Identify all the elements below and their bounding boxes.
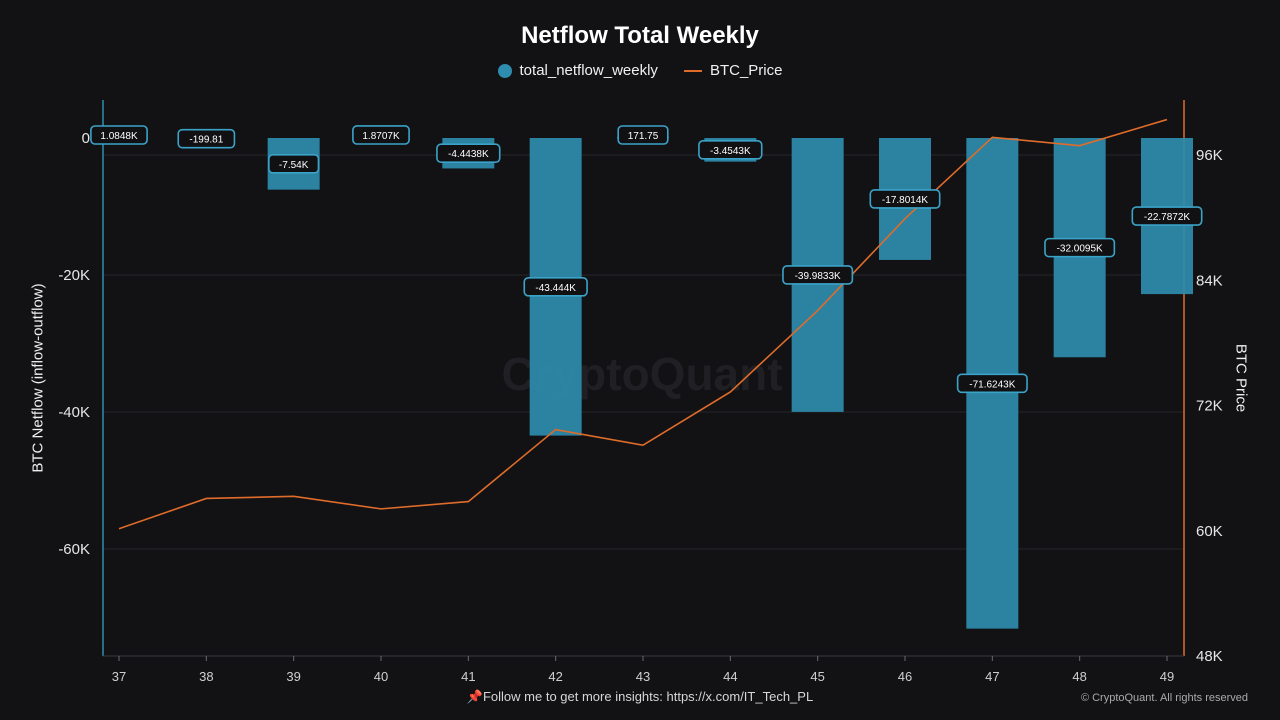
x-tick-label: 43 bbox=[636, 669, 650, 684]
data-label-box bbox=[782, 265, 854, 285]
x-tick-label: 37 bbox=[112, 669, 126, 684]
y-tick-right-label: 84K bbox=[1196, 272, 1223, 289]
data-label-box bbox=[352, 125, 410, 145]
data-label: -7.54K bbox=[279, 160, 309, 171]
x-tick-label: 44 bbox=[723, 669, 737, 684]
chart-legend: total_netflow_weekly BTC_Price bbox=[0, 62, 1280, 79]
y-tick-left-label: 0 bbox=[82, 130, 90, 147]
data-label-box bbox=[177, 128, 236, 149]
data-label-box bbox=[869, 189, 941, 209]
data-label: 171.75 bbox=[628, 131, 659, 142]
data-label-box bbox=[90, 125, 148, 145]
legend-item-btc-price[interactable]: BTC_Price bbox=[683, 62, 783, 79]
y-tick-right-label: 96K bbox=[1196, 147, 1223, 164]
y-tick-right-label: 60K bbox=[1196, 523, 1223, 540]
x-tick-label: 45 bbox=[810, 669, 824, 684]
legend-line-icon bbox=[683, 69, 702, 72]
data-label: 1.8707K bbox=[362, 131, 400, 142]
legend-label-btc-price: BTC_Price bbox=[709, 62, 783, 79]
data-label-box bbox=[523, 276, 588, 297]
data-label-box bbox=[1131, 206, 1203, 226]
x-tick-label: 46 bbox=[898, 669, 912, 684]
data-label: 1.0848K bbox=[100, 131, 138, 142]
data-label-box bbox=[268, 154, 320, 174]
btc-price-line bbox=[118, 118, 1168, 530]
data-label: -199.81 bbox=[189, 135, 223, 146]
legend-item-netflow[interactable]: total_netflow_weekly bbox=[497, 62, 658, 79]
y-tick-left-label: -20K bbox=[58, 267, 90, 284]
x-tick-label: 49 bbox=[1160, 669, 1174, 684]
y-tick-right-label: 72K bbox=[1196, 398, 1223, 415]
x-tick-label: 39 bbox=[286, 669, 300, 684]
data-label: -43.444K bbox=[535, 283, 576, 294]
y-axis-left-label: BTC Netflow (inflow-outflow) bbox=[29, 283, 47, 473]
data-label: -3.4543K bbox=[710, 146, 751, 157]
data-label-box bbox=[698, 140, 763, 160]
x-tick-label: 47 bbox=[985, 669, 999, 684]
chart-title: Netflow Total Weekly bbox=[521, 22, 759, 49]
data-label: -71.6243K bbox=[969, 379, 1015, 390]
y-tick-left-label: -60K bbox=[58, 541, 90, 558]
x-tick-label: 40 bbox=[374, 669, 388, 684]
data-label-box bbox=[617, 125, 669, 145]
footer-text: 📌Follow me to get more insights: https:/… bbox=[466, 689, 814, 704]
data-label-box bbox=[1044, 237, 1116, 258]
data-label: -39.9833K bbox=[795, 271, 841, 282]
data-label: -22.7872K bbox=[1144, 212, 1190, 223]
data-label-box bbox=[436, 143, 501, 164]
x-tick-label: 41 bbox=[461, 669, 475, 684]
data-label: -32.0095K bbox=[1057, 244, 1103, 255]
copyright-text: © CryptoQuant. All rights reserved bbox=[1080, 692, 1248, 704]
x-tick-label: 42 bbox=[548, 669, 562, 684]
y-axis-right-label: BTC Price bbox=[1232, 343, 1250, 413]
data-label-box bbox=[956, 373, 1028, 394]
x-tick-label: 48 bbox=[1072, 669, 1086, 684]
data-label: -4.4438K bbox=[448, 149, 489, 160]
legend-label-netflow: total_netflow_weekly bbox=[519, 62, 658, 79]
y-tick-right-label: 48K bbox=[1196, 648, 1223, 665]
x-tick-label: 38 bbox=[199, 669, 213, 684]
legend-dot-icon bbox=[497, 63, 512, 78]
y-tick-left-label: -40K bbox=[58, 404, 90, 421]
data-label: -17.8014K bbox=[882, 195, 928, 206]
